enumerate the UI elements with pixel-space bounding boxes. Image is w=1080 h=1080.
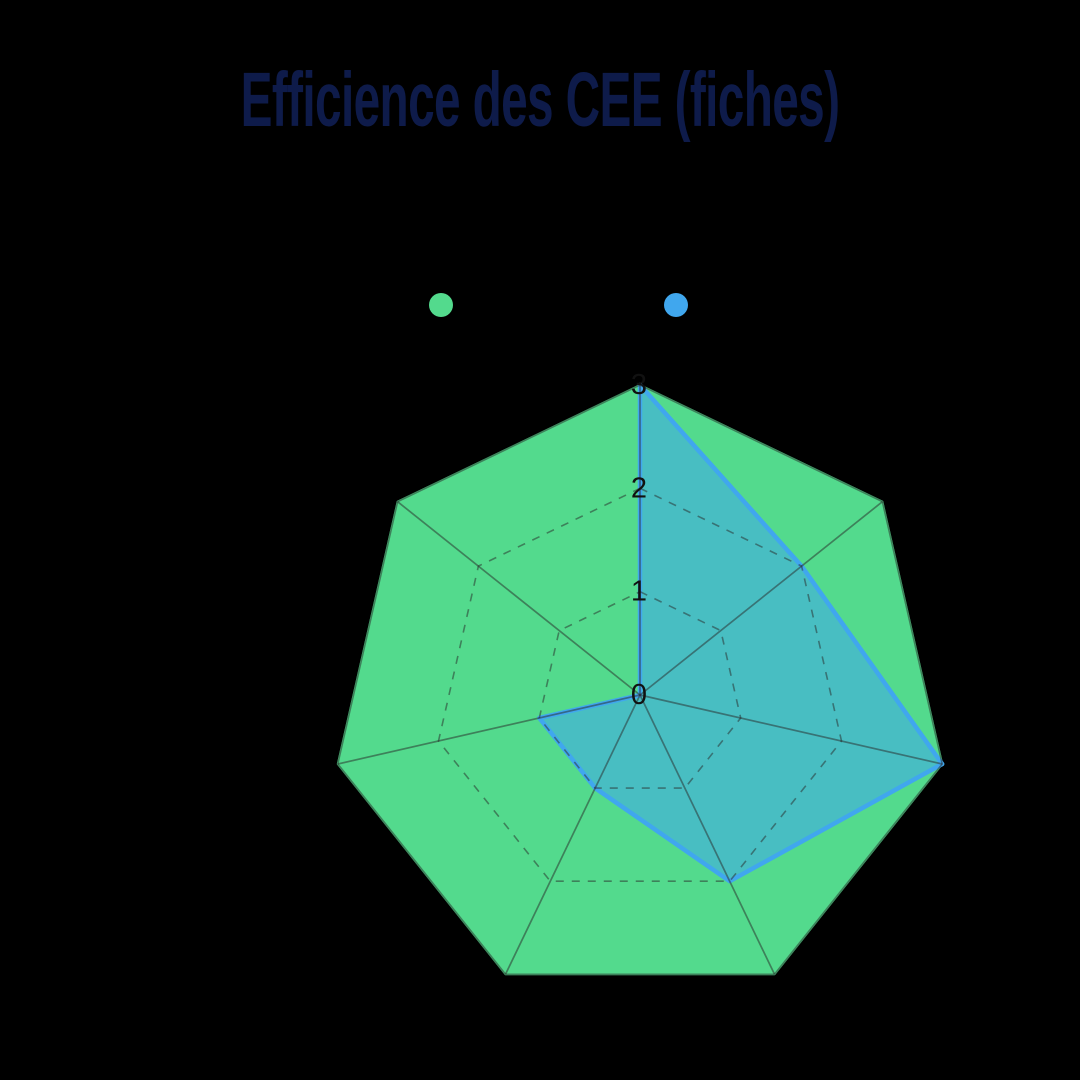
grid-spoke-1: [639, 501, 883, 696]
legend-dot-blue-icon: [664, 293, 688, 317]
radial-tick-label-2: 2: [631, 472, 647, 504]
chart-title: Efficience des CEE (fiches): [240, 57, 840, 143]
grid-ring-dashed-2: [437, 487, 843, 883]
grid-spoke-2: [639, 694, 943, 765]
grid-spoke-5: [337, 694, 641, 765]
grid-ring-outer: [336, 384, 944, 976]
legend-item-green-series[interactable]: [429, 293, 613, 317]
grid-spoke-6: [397, 501, 641, 696]
legend-dot-green-icon: [429, 293, 453, 317]
radial-tick-label-3: 3: [631, 369, 647, 401]
legend-item-blue-series[interactable]: [664, 293, 848, 317]
grid-spoke-3: [639, 694, 776, 975]
grid-spoke-4: [504, 694, 641, 975]
radial-tick-label-0: 0: [631, 679, 647, 711]
radial-tick-label-1: 1: [631, 576, 647, 608]
